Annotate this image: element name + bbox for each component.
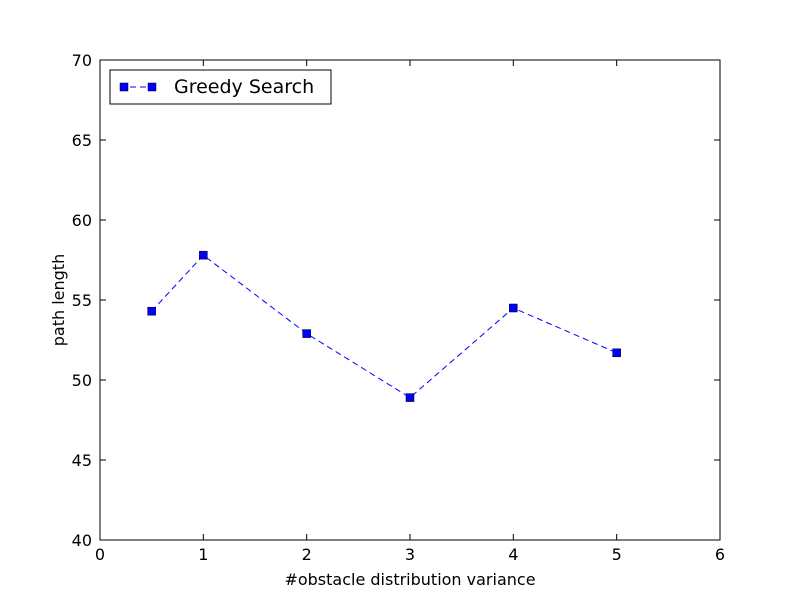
y-tick-label: 70 <box>72 51 92 70</box>
series-line <box>151 254 617 399</box>
legend-marker <box>147 82 157 92</box>
y-tick-label: 60 <box>72 211 92 230</box>
y-tick-label: 55 <box>72 291 92 310</box>
x-tick-label: 2 <box>302 545 312 564</box>
series-layer <box>147 250 621 402</box>
x-tick-label: 3 <box>405 545 415 564</box>
x-tick-label: 1 <box>198 545 208 564</box>
x-tick-label: 0 <box>95 545 105 564</box>
y-tick-label: 40 <box>72 531 92 550</box>
plot-background <box>100 60 720 540</box>
y-tick-label: 45 <box>72 451 92 470</box>
data-point <box>612 348 621 358</box>
plot-area <box>100 60 720 540</box>
legend-marker <box>119 82 129 92</box>
legend: Greedy Search <box>109 69 332 105</box>
x-axis-label: #obstacle distribution variance <box>284 570 535 589</box>
data-point <box>405 393 415 402</box>
data-point <box>509 303 518 313</box>
data-point <box>199 250 208 260</box>
plot-frame <box>99 59 721 541</box>
y-tick-label: 65 <box>72 131 92 150</box>
y-tick-label: 50 <box>72 371 92 390</box>
data-point <box>147 306 156 316</box>
legend-label: Greedy Search <box>174 76 314 98</box>
legend-box <box>109 69 332 105</box>
data-point <box>302 329 311 338</box>
x-tick-label: 5 <box>612 545 622 564</box>
x-tick-label: 4 <box>508 545 518 564</box>
y-axis-label: path length <box>49 254 68 346</box>
x-tick-label: 6 <box>715 545 725 564</box>
